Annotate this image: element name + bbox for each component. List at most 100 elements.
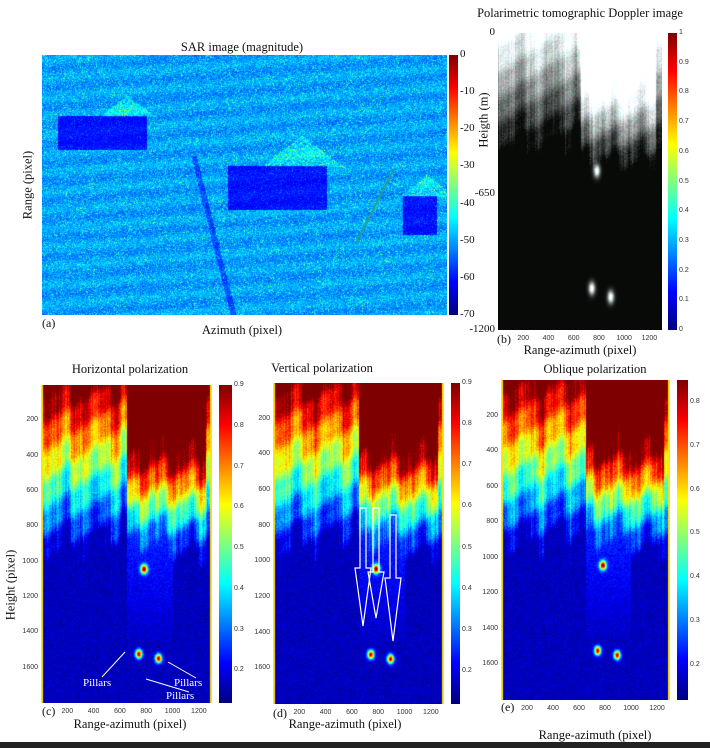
- d-polarization-heatmap: [273, 383, 444, 704]
- y-axis-label: Height (pixel): [3, 549, 18, 621]
- x-axis-label: Range-azimuth (pixel): [288, 717, 402, 731]
- y-tick-label: 1400: [482, 624, 498, 632]
- colorbar-tick-label: 0.2: [234, 666, 244, 674]
- y-tick-label: 800: [26, 522, 38, 530]
- c-polarization-heatmap: [41, 385, 212, 703]
- colorbar-tick-label: -60: [460, 270, 475, 283]
- x-tick-label: 1000: [164, 708, 181, 715]
- x-tick-label: 400: [319, 709, 332, 716]
- x-tick-label: 1000: [623, 705, 639, 712]
- colorbar: [677, 380, 688, 700]
- x-tick-label: 200: [61, 708, 74, 715]
- colorbar-tick-label: 0: [679, 326, 683, 333]
- y-tick-label: 600: [486, 482, 498, 490]
- colorbar: [219, 385, 232, 703]
- x-tick-label: 1200: [191, 708, 207, 715]
- x-tick-label: 200: [517, 335, 530, 342]
- colorbar-tick-label: 0.3: [462, 625, 472, 633]
- colorbar-tick-label: 0.8: [234, 421, 244, 429]
- colorbar-tick-label: -10: [460, 85, 475, 98]
- x-axis-label: Range-azimuth (pixel): [538, 728, 652, 742]
- x-axis-label: Range-azimuth (pixel): [523, 343, 637, 357]
- x-tick-label: 400: [87, 708, 100, 715]
- pillars-annotation: Pillars: [83, 677, 112, 689]
- colorbar: [451, 383, 460, 704]
- sar-image: [42, 55, 447, 315]
- x-tick-label: 600: [567, 335, 580, 342]
- y-tick-label: 400: [26, 451, 38, 459]
- x-tick-label: 400: [547, 705, 559, 712]
- y-tick-label: 1000: [22, 557, 38, 565]
- colorbar-tick-label: 0.2: [690, 660, 700, 668]
- colorbar-tick-label: 0.8: [679, 88, 689, 96]
- y-tick-label: 1200: [482, 589, 498, 597]
- colorbar-tick-label: 0.5: [679, 177, 689, 185]
- bottom-border: [0, 742, 710, 748]
- x-tick-label: 800: [140, 708, 153, 715]
- colorbar-tick-label: 1: [679, 29, 683, 36]
- colorbar-tick-label: 0.5: [462, 543, 472, 551]
- colorbar-tick-label: 0.8: [690, 397, 700, 405]
- x-axis-label: Azimuth (pixel): [201, 323, 283, 337]
- colorbar-tick-label: 0.3: [690, 617, 700, 625]
- colorbar-tick-label: 0.5: [234, 544, 244, 552]
- colorbar-tick-label: 0.9: [679, 58, 689, 66]
- colorbar-tick-label: 0.9: [234, 381, 244, 388]
- y-tick-label: 0: [489, 26, 496, 38]
- y-tick-label: 400: [258, 450, 270, 458]
- panel-label: (e): [501, 700, 515, 714]
- colorbar-tick-label: 0.4: [234, 584, 244, 592]
- colorbar-tick-label: -70: [460, 308, 475, 320]
- y-axis-label: Range (pixel): [20, 150, 35, 220]
- y-tick-label: 800: [258, 521, 270, 529]
- colorbar-tick-label: 0.4: [679, 207, 689, 215]
- x-tick-label: 600: [573, 705, 585, 712]
- panel-label: (d): [273, 706, 287, 720]
- colorbar-tick-label: 0.2: [462, 667, 472, 675]
- colorbar-tick-label: -30: [460, 159, 475, 172]
- y-tick-label: 600: [258, 486, 270, 493]
- y-tick-label: 200: [26, 416, 38, 424]
- panel-label: (c): [42, 704, 56, 718]
- x-tick-label: 800: [593, 335, 605, 342]
- colorbar: [449, 55, 458, 315]
- y-tick-label: 400: [486, 447, 498, 455]
- tomographic-doppler-image: [498, 33, 662, 330]
- x-tick-label: 600: [346, 709, 358, 716]
- chart-title: Vertical polarization: [271, 361, 373, 375]
- colorbar-tick-label: 0.6: [690, 485, 700, 493]
- colorbar-tick-label: -40: [460, 196, 475, 209]
- colorbar-tick-label: -20: [460, 122, 475, 135]
- chart-title: Polarimetric tomographic Doppler image: [477, 6, 683, 20]
- y-tick-label: 200: [258, 414, 270, 422]
- colorbar-tick-label: 0.7: [690, 441, 700, 449]
- y-tick-label: 1600: [254, 664, 270, 672]
- colorbar: [668, 33, 677, 330]
- pillars-annotation: Pillars: [166, 690, 195, 702]
- panel-label: (a): [42, 316, 56, 330]
- x-tick-label: 1200: [649, 705, 665, 712]
- colorbar-tick-label: 0.4: [462, 584, 472, 592]
- y-tick-label: 1200: [254, 593, 270, 600]
- x-tick-label: 800: [599, 705, 611, 712]
- y-tick-label: 1600: [482, 660, 498, 668]
- colorbar-tick-label: 0: [460, 48, 466, 60]
- colorbar-tick-label: 0.4: [690, 573, 700, 581]
- colorbar-tick-label: 0.7: [679, 118, 689, 126]
- colorbar-tick-label: 0.1: [679, 296, 689, 304]
- x-tick-label: 1000: [616, 335, 632, 342]
- y-tick-label: 1400: [254, 628, 270, 636]
- y-axis-label: Heigth (m): [476, 92, 491, 148]
- colorbar-tick-label: 0.7: [462, 461, 472, 469]
- chart-title: SAR image (magnitude): [180, 40, 304, 54]
- x-tick-label: 200: [521, 705, 533, 712]
- colorbar-tick-label: 0.8: [462, 420, 472, 428]
- y-tick-label: 200: [486, 411, 498, 419]
- pillars-annotation: Pillars: [174, 677, 203, 689]
- x-axis-label: Range-azimuth (pixel): [73, 717, 187, 731]
- y-tick-label: -1200: [469, 323, 495, 335]
- colorbar-tick-label: 0.6: [234, 503, 244, 511]
- y-tick-label: 800: [486, 518, 498, 526]
- y-tick-label: 1000: [482, 553, 498, 561]
